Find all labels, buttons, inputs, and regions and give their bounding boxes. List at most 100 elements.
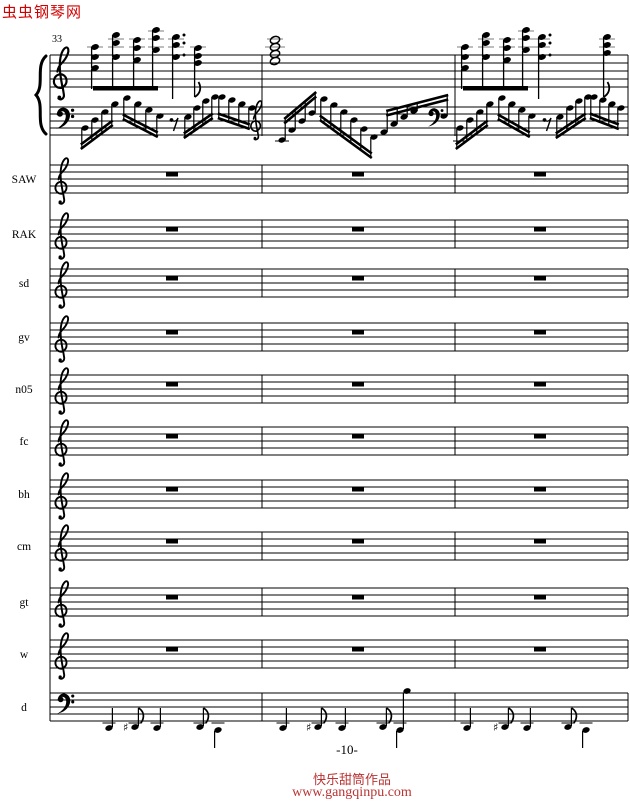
whole-rest — [166, 330, 178, 335]
bass-note — [561, 707, 578, 730]
score-line — [589, 112, 620, 126]
whole-rest — [534, 276, 546, 281]
note-head — [269, 56, 281, 66]
note-head — [112, 40, 120, 46]
note-head — [518, 107, 526, 113]
staff-label-d: d — [21, 702, 27, 714]
staff-label-sd: sd — [19, 278, 29, 290]
note-head — [156, 113, 164, 119]
note-head — [461, 65, 469, 71]
note-head — [463, 725, 471, 731]
whole-rest — [352, 647, 364, 652]
note-head — [288, 127, 296, 133]
note-head — [193, 105, 201, 111]
staff-d: d — [21, 692, 629, 722]
treble-clef-icon — [54, 315, 70, 363]
note-head — [112, 32, 120, 38]
bass-note — [520, 708, 534, 731]
note-head — [396, 727, 404, 733]
bass-note: ♯ — [123, 707, 145, 734]
note-head — [350, 117, 358, 123]
score-line — [80, 119, 114, 146]
note-head — [111, 101, 119, 107]
note-head — [360, 126, 368, 132]
note-head — [228, 97, 236, 103]
staff-cm: cm — [17, 524, 629, 572]
piano-grand-staff: 33 — [33, 34, 629, 721]
piano-brace — [33, 54, 48, 136]
whole-rest — [352, 172, 364, 177]
whole-rest — [534, 539, 546, 544]
whole-rest — [166, 539, 178, 544]
score-line — [183, 112, 214, 135]
note-head — [603, 34, 611, 40]
staff-n05: n05 — [15, 367, 629, 415]
note-head — [482, 40, 490, 46]
note-head — [503, 37, 511, 43]
note-head — [556, 114, 564, 120]
note-head — [538, 42, 546, 48]
bass-clef-icon — [428, 108, 444, 127]
note-head — [211, 94, 219, 100]
note-head — [590, 94, 598, 100]
whole-rest — [166, 276, 178, 281]
staff-gt: gt — [20, 580, 629, 628]
staff-label-gt: gt — [20, 597, 30, 609]
score-line — [555, 112, 587, 135]
note-head — [498, 95, 506, 101]
eighth-flag — [385, 707, 393, 724]
note-head — [101, 109, 109, 115]
eighth-flag — [202, 707, 210, 724]
staff-RAK: RAK — [12, 212, 629, 260]
note-head — [152, 47, 160, 53]
whole-rest — [534, 487, 546, 492]
piano-treble-voice — [87, 27, 615, 99]
measure-number: 33 — [52, 34, 62, 45]
bass-note — [393, 688, 411, 748]
score-line — [589, 116, 620, 131]
note-head — [91, 65, 99, 71]
whole-rest — [534, 382, 546, 387]
bass-clef-icon — [57, 693, 75, 714]
whole-rest — [166, 487, 178, 492]
bass-note — [211, 722, 225, 748]
beam — [93, 86, 158, 91]
note-head — [133, 57, 141, 63]
whole-rest — [534, 330, 546, 335]
note-head — [461, 44, 469, 50]
staff-label-n05: n05 — [15, 384, 33, 396]
note-head — [81, 125, 89, 131]
note-head — [582, 727, 590, 733]
note-head — [194, 53, 202, 59]
note-head — [184, 114, 192, 120]
score-line — [319, 118, 373, 160]
footer-credit: 快乐甜筒作品 — [312, 772, 391, 787]
note-head — [330, 102, 338, 108]
treble-clef-icon — [54, 261, 70, 309]
note-head — [603, 50, 611, 56]
staff-SAW: SAW — [12, 157, 629, 205]
note-head — [145, 107, 153, 113]
note-head — [218, 94, 226, 100]
score-line — [385, 98, 449, 117]
note-head — [522, 27, 530, 33]
note-head — [566, 105, 574, 111]
score-line — [172, 117, 179, 132]
bass-clef-icon — [56, 107, 75, 129]
note-head — [194, 60, 202, 66]
page-number: -10- — [336, 742, 358, 757]
treble-clef-icon — [54, 632, 70, 680]
sharp-accidental: ♯ — [123, 721, 128, 734]
note-head — [482, 32, 490, 38]
score-line — [80, 123, 114, 151]
note-head — [105, 725, 113, 731]
note-head — [202, 98, 210, 104]
staff-label-w: w — [20, 649, 29, 661]
note-head — [528, 113, 536, 119]
staff-label-gv: gv — [18, 332, 30, 344]
note-head — [403, 688, 411, 694]
whole-rest — [166, 227, 178, 232]
score-line — [455, 123, 489, 151]
score-line — [545, 117, 552, 132]
